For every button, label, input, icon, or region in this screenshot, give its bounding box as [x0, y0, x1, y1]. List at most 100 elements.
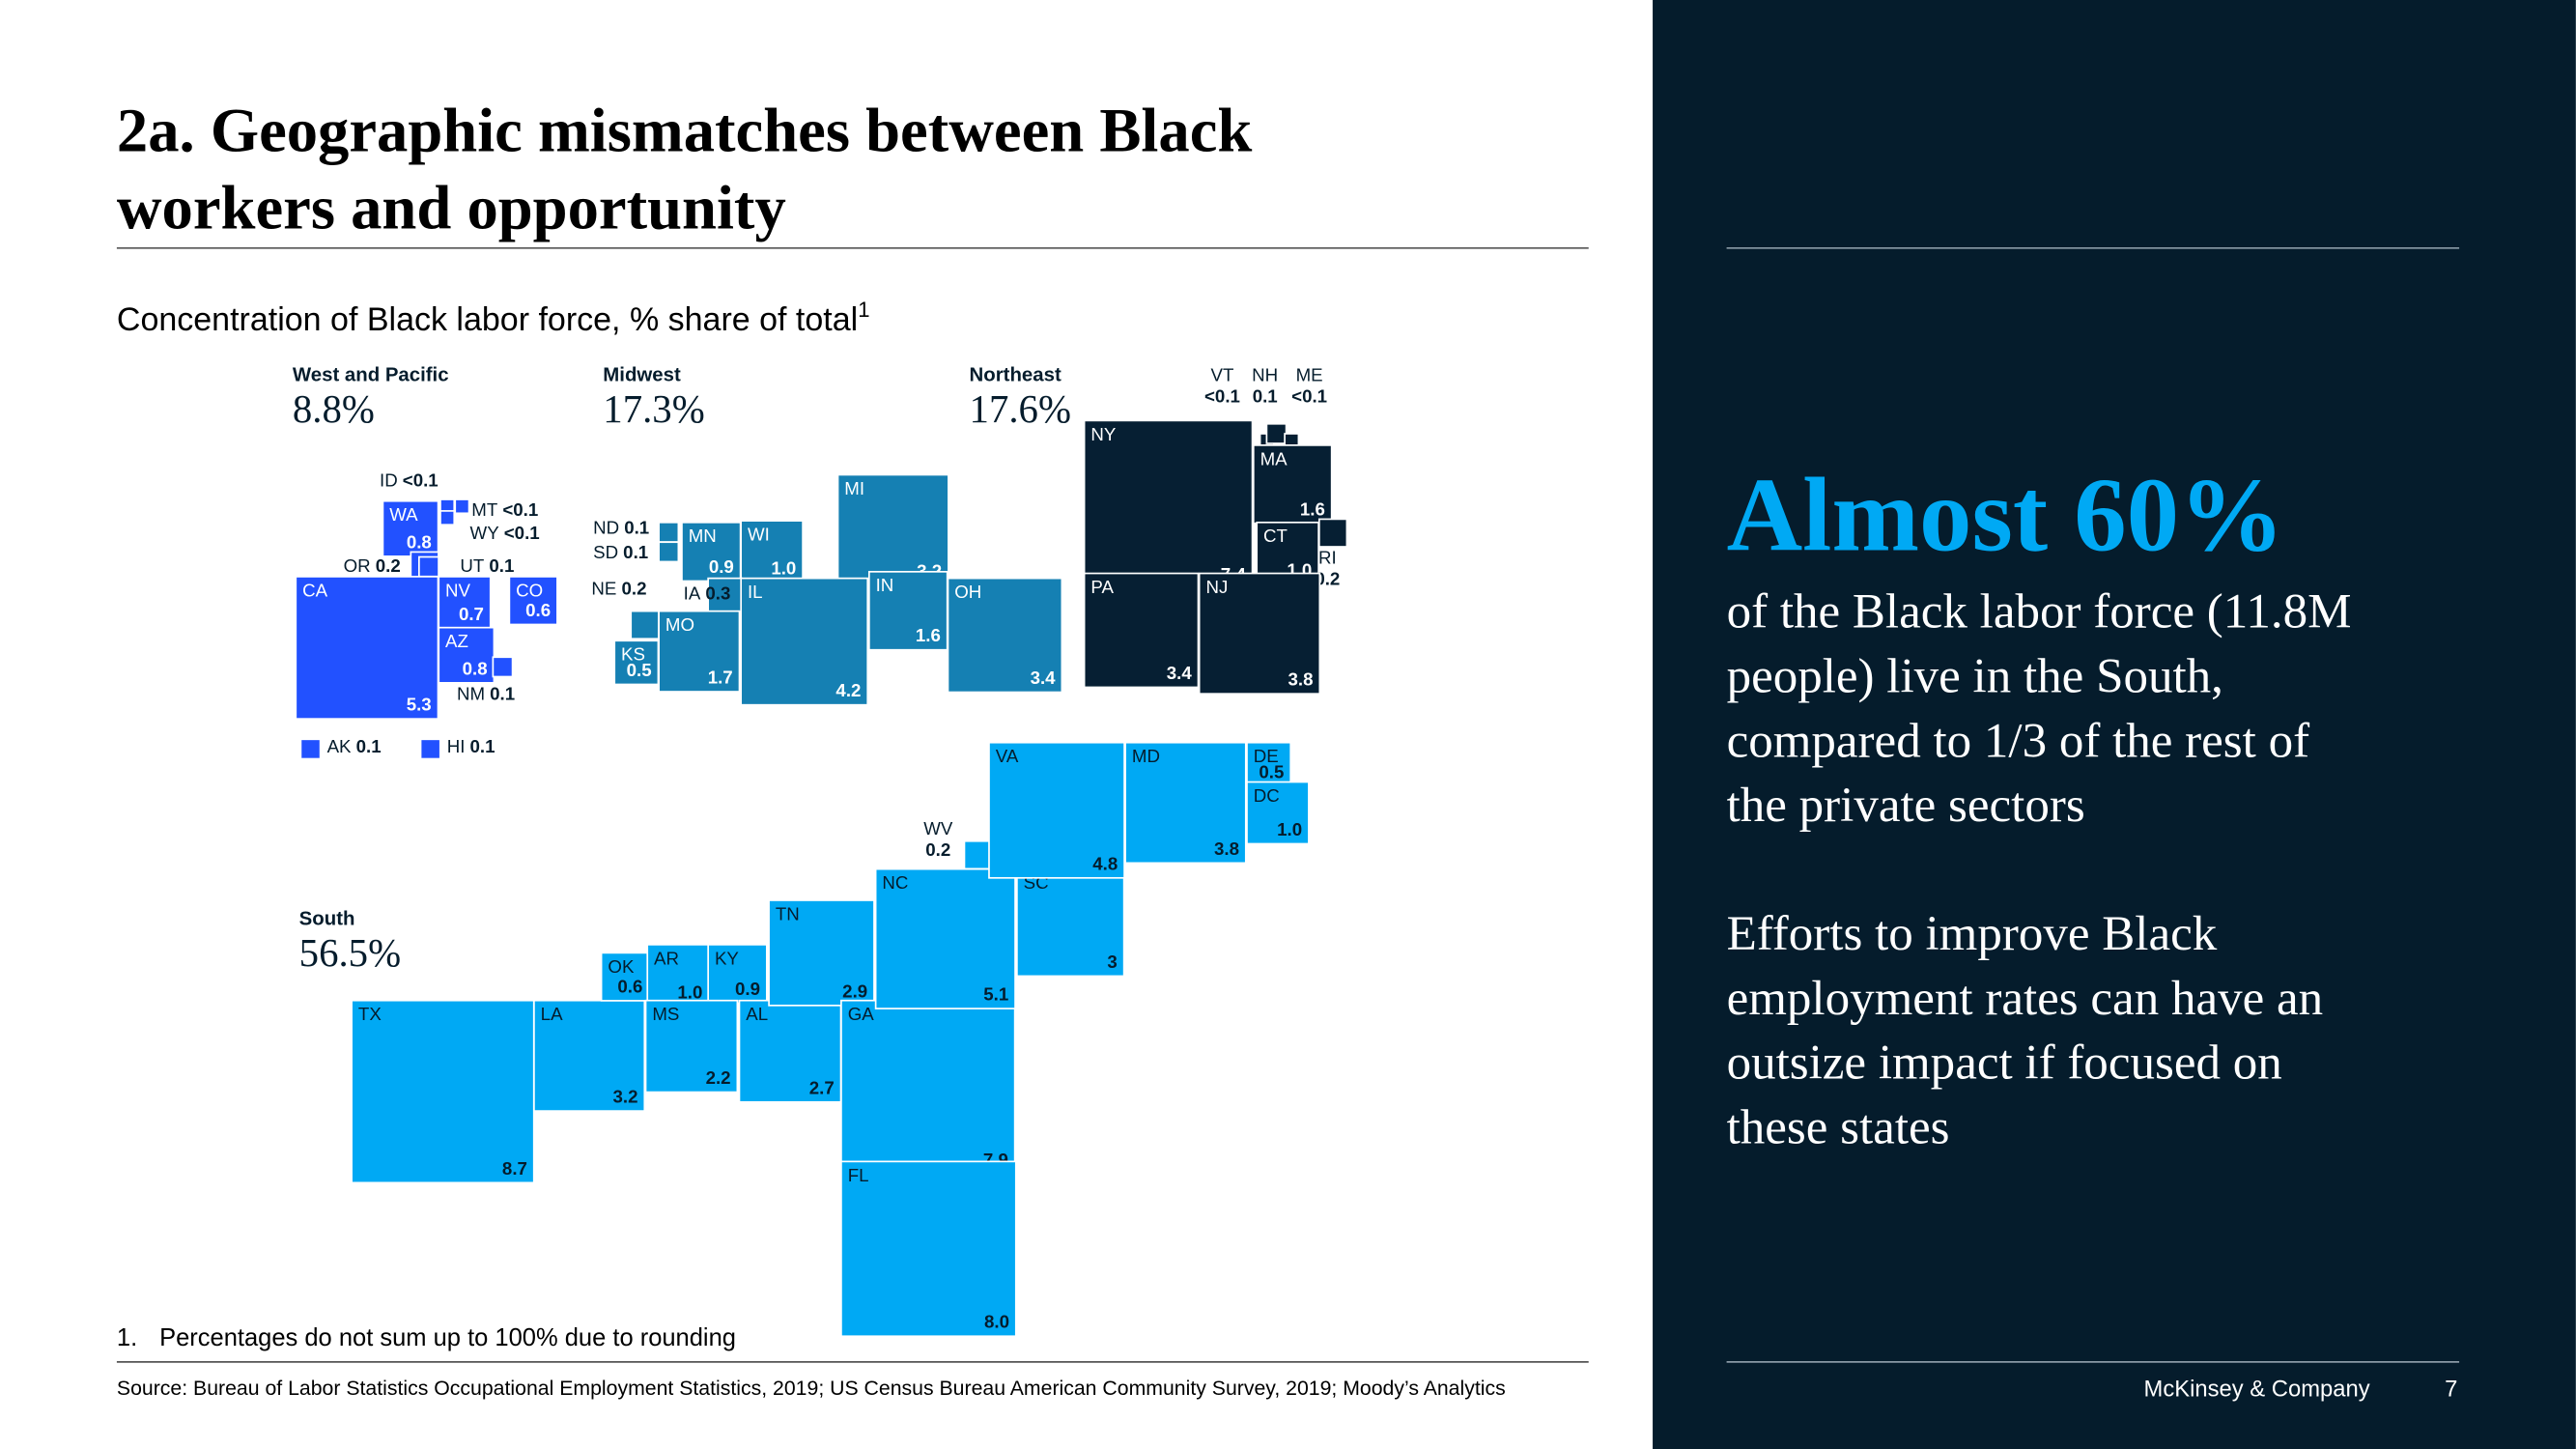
state-abbr: OR [344, 555, 371, 576]
state-tile [419, 738, 441, 760]
state-abbr: TN [776, 903, 800, 923]
state-value: 1.7 [708, 668, 733, 688]
state-label: ID <0.1 [380, 469, 439, 490]
state-abbr: RI [1318, 547, 1337, 567]
state-abbr: ME [1296, 365, 1323, 385]
state-abbr: IN [876, 575, 894, 595]
region-share: 17.3% [603, 387, 704, 431]
state-abbr: AK [327, 736, 352, 756]
state-value: 8.7 [502, 1158, 527, 1179]
state-abbr: UT [460, 555, 484, 576]
state-abbr: CO [516, 580, 543, 600]
state-label: SD 0.1 [593, 542, 648, 562]
state-abbr: MD [1132, 746, 1160, 766]
state-tile [707, 944, 768, 1005]
state-value: 0.2 [621, 579, 646, 599]
state-value: 0.5 [1259, 761, 1284, 781]
state-value: 0.1 [356, 736, 382, 756]
state-abbr: DE [1254, 746, 1279, 766]
state-label: MT <0.1 [471, 499, 538, 520]
state-abbr: AR [654, 948, 679, 968]
brand: McKinsey & Company [2144, 1377, 2370, 1403]
state-abbr: WV [923, 818, 953, 838]
state-value: <0.1 [1204, 386, 1240, 407]
state-tile [454, 498, 470, 515]
state-value: 0.2 [1315, 568, 1340, 588]
state-value: 0.5 [627, 660, 652, 680]
title-line: workers and opportunity [117, 172, 786, 242]
state-label: UT 0.1 [460, 555, 514, 576]
state-abbr: SD [593, 542, 618, 562]
state-tile [1317, 518, 1348, 548]
state-label: ND 0.1 [593, 518, 649, 538]
state-value: 0.1 [1253, 386, 1278, 407]
state-abbr: MS [652, 1004, 679, 1024]
state-abbr: IL [748, 582, 763, 602]
state-label: AK 0.1 [327, 736, 382, 756]
region-name: West and Pacific [293, 365, 449, 386]
state-tile [1016, 867, 1125, 978]
state-tile [1198, 572, 1321, 696]
state-tile [836, 473, 949, 586]
sidebar-panel [1653, 0, 2576, 1449]
state-abbr: TX [358, 1004, 382, 1024]
state-abbr: DC [1254, 785, 1280, 806]
state-tile [988, 741, 1125, 879]
sidebar-line: Efforts to improve Black [1727, 907, 2218, 961]
state-tile [1083, 419, 1254, 590]
region-name: Midwest [603, 365, 681, 386]
state-abbr: CT [1263, 526, 1288, 546]
state-value: 1.0 [1277, 819, 1302, 839]
state-abbr: NC [882, 872, 908, 893]
state-value: <0.1 [403, 469, 439, 490]
state-value: 1.0 [677, 981, 702, 1002]
state-tile [740, 577, 869, 706]
state-value: 3 [1107, 952, 1117, 972]
state-abbr: OK [608, 956, 635, 977]
state-value: <0.1 [504, 523, 540, 543]
state-value: 0.8 [463, 658, 488, 678]
state-value: <0.1 [502, 499, 538, 520]
region-share: 8.8% [293, 387, 375, 431]
page-number: 7 [2445, 1377, 2457, 1403]
region-share: 17.6% [970, 387, 1071, 431]
sidebar-line: employment rates can have an [1727, 972, 2324, 1026]
state-value: 0.6 [617, 976, 642, 996]
state-abbr: NJ [1205, 577, 1228, 597]
state-tile [438, 626, 495, 684]
state-value: 3.4 [1167, 663, 1193, 683]
state-value: 0.2 [376, 555, 401, 576]
state-abbr: KY [715, 948, 739, 968]
state-abbr: IA [684, 583, 701, 604]
state-abbr: WI [748, 525, 770, 545]
state-value: 1.0 [771, 558, 796, 579]
state-tile [681, 521, 742, 582]
state-tile [439, 510, 456, 526]
state-value: 0.2 [925, 839, 950, 860]
state-value: 0.8 [407, 531, 432, 552]
region-name: Northeast [970, 365, 1062, 386]
state-abbr: AZ [445, 631, 468, 651]
sidebar-line: compared to 1/3 of the rest of [1727, 714, 2310, 768]
state-tile [963, 839, 993, 870]
state-label: NE 0.2 [591, 579, 646, 599]
state-value: 1.6 [1300, 498, 1325, 519]
state-abbr: GA [848, 1004, 875, 1024]
state-abbr: HI [447, 736, 466, 756]
state-value: 4.2 [835, 680, 861, 700]
state-value: 0.1 [489, 555, 514, 576]
state-value: 0.9 [709, 556, 734, 577]
state-value: 0.1 [490, 683, 515, 703]
state-tile [740, 520, 804, 583]
state-value: 2.7 [809, 1077, 835, 1097]
state-abbr: MT [471, 499, 497, 520]
state-tile [492, 656, 514, 678]
state-tile [658, 521, 680, 543]
state-abbr: NV [445, 580, 470, 600]
state-abbr: VT [1211, 365, 1234, 385]
state-tile [613, 639, 660, 686]
state-abbr: NE [591, 579, 616, 599]
state-abbr: NM [457, 683, 485, 703]
state-tile [1083, 572, 1200, 689]
